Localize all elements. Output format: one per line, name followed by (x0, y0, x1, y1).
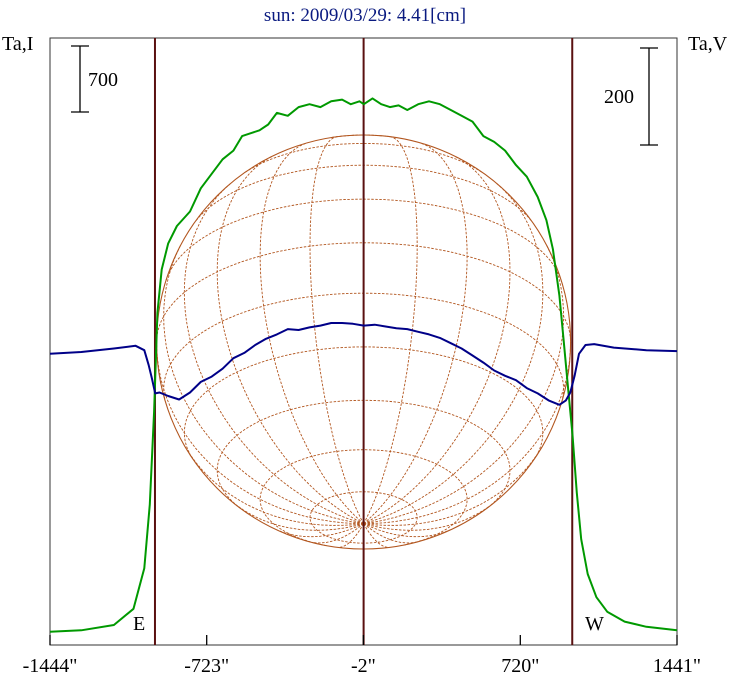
longitude-line (311, 523, 364, 544)
longitude-line (363, 523, 388, 548)
y-axis-right-label: Ta,V (688, 33, 728, 55)
longitude-line (236, 505, 364, 531)
x-axis-ticks: -1444" -723" -2" 720" 1441" (23, 635, 701, 677)
scale-left-value: 700 (88, 69, 118, 91)
longitude-line (363, 523, 416, 544)
longitude-line (363, 156, 511, 525)
latitude-line (244, 142, 483, 173)
x-tick-label: -2" (351, 655, 376, 677)
chart-title: sun: 2009/03/29: 4.41[cm] (264, 5, 466, 26)
longitude-line (185, 447, 364, 526)
limb-west-label: W (585, 613, 604, 635)
x-tick-label: -723" (184, 655, 229, 677)
longitude-line (363, 136, 418, 524)
series-line-I (49, 97, 678, 633)
limb-east-label: E (133, 613, 145, 635)
longitude-line (309, 136, 364, 524)
longitude-line (363, 244, 565, 525)
scale-bar-left (71, 45, 89, 113)
longitude-line (363, 183, 544, 525)
series-line-V (49, 322, 678, 406)
longitude-line (363, 447, 543, 526)
solar-disk-grid (156, 134, 572, 550)
longitude-line (363, 341, 572, 525)
x-tick-label: 1441" (653, 655, 701, 677)
longitude-line (216, 156, 364, 525)
latitude-line (259, 449, 468, 547)
longitude-line (363, 505, 491, 531)
longitude-line (339, 523, 364, 548)
y-axis-left-label: Ta,I (2, 33, 33, 55)
longitude-line (259, 142, 364, 525)
longitude-line (363, 523, 450, 538)
x-tick-label: -1444" (23, 655, 78, 677)
longitude-line (163, 244, 364, 525)
latitude-line (183, 346, 544, 460)
longitude-line (183, 183, 364, 525)
data-series (49, 97, 678, 633)
x-tick-label: 720" (501, 655, 539, 677)
longitude-line (156, 341, 364, 525)
longitude-line (363, 142, 468, 525)
longitude-line (277, 523, 364, 538)
vertical-markers (153, 38, 574, 645)
scale-right-value: 200 (604, 86, 634, 108)
scale-bar-right (640, 47, 658, 146)
